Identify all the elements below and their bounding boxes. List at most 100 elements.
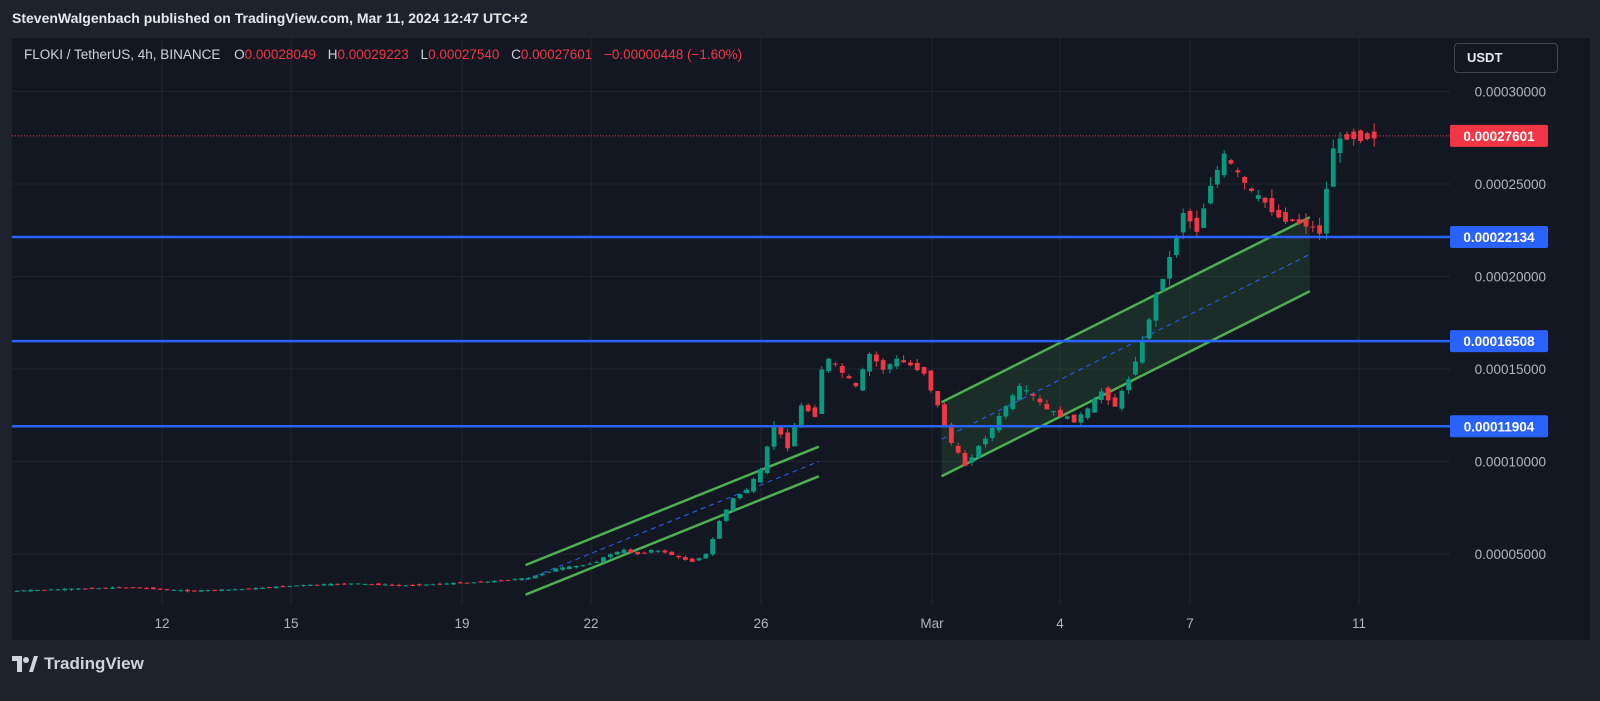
price-tick-label: 0.00030000 — [1475, 85, 1546, 100]
candle-body — [1085, 408, 1091, 418]
candle-body — [853, 382, 859, 387]
candle-body — [1146, 319, 1152, 339]
candle-body — [587, 563, 593, 565]
candle-body — [737, 494, 743, 499]
candle-body — [1010, 395, 1016, 409]
candle-body — [35, 589, 40, 591]
candle-body — [751, 478, 756, 492]
candle-body — [1221, 153, 1227, 176]
candle-body — [928, 370, 934, 391]
tradingview-logo-icon — [12, 656, 38, 672]
candle-body — [894, 358, 900, 367]
candle-body — [1344, 134, 1350, 140]
candle-body — [1037, 398, 1043, 403]
candle-body — [505, 579, 511, 581]
channel-median-line — [941, 253, 1311, 440]
candle-body — [778, 426, 784, 435]
candlestick-series — [14, 123, 1377, 593]
candle-body — [232, 589, 238, 591]
candle-body — [1228, 160, 1234, 164]
candle-body — [396, 585, 402, 587]
candle-body — [662, 550, 668, 553]
candle-body — [757, 469, 763, 483]
candle-body — [219, 589, 224, 591]
chart-frame[interactable] — [12, 38, 1590, 640]
candle-body — [696, 558, 702, 561]
candle-body — [239, 589, 245, 591]
candle-body — [1249, 188, 1254, 192]
candle-body — [1078, 414, 1084, 423]
candle-body — [996, 416, 1002, 431]
candle-body — [21, 590, 27, 592]
candle-body — [710, 538, 716, 555]
time-tick-label: 22 — [583, 616, 598, 631]
candle-body — [614, 551, 620, 555]
candle-body — [948, 424, 954, 443]
candle-body — [226, 589, 231, 591]
candle-body — [246, 588, 252, 590]
channel-lower-line — [525, 475, 820, 596]
candle-body — [1071, 414, 1077, 423]
candle-body — [519, 578, 525, 581]
candle-body — [642, 552, 647, 554]
candle-body — [1296, 219, 1302, 224]
candle-body — [1269, 197, 1275, 213]
tradingview-logo[interactable]: TradingView — [12, 654, 144, 674]
time-tick-label: 26 — [753, 616, 768, 631]
candle-body — [1276, 209, 1282, 218]
candle-body — [151, 587, 156, 590]
close-label: C — [511, 47, 521, 62]
candle-body — [171, 589, 177, 591]
candle-body — [969, 457, 975, 463]
candle-body — [962, 452, 968, 466]
candle-body — [730, 498, 736, 511]
channel-upper-line — [940, 216, 1311, 404]
candle-body — [103, 587, 109, 589]
candle-body — [185, 589, 190, 592]
candle-body — [130, 587, 136, 589]
candle-body — [880, 360, 886, 370]
candle-body — [703, 553, 709, 559]
candle-body — [389, 584, 395, 586]
candle-body — [526, 577, 531, 580]
candle-body — [955, 445, 961, 453]
candle-body — [178, 590, 184, 592]
candle-body — [28, 589, 34, 592]
candle-body — [1255, 195, 1261, 199]
candle-body — [798, 405, 804, 428]
candle-body — [1201, 208, 1207, 228]
candle-body — [1058, 409, 1063, 417]
candle-body — [771, 425, 777, 447]
symbol-name[interactable]: FLOKI / TetherUS, 4h, BINANCE — [24, 47, 221, 62]
footer-brand: TradingView — [44, 654, 144, 673]
candle-body — [601, 557, 606, 563]
candle-body — [573, 565, 579, 568]
candle-body — [96, 588, 102, 590]
candle-body — [314, 584, 320, 586]
channel-drawings — [525, 216, 1311, 596]
candle-body — [1017, 385, 1022, 400]
candle-body — [723, 509, 729, 521]
candle-body — [89, 587, 95, 589]
candle-body — [539, 573, 545, 576]
level-price-label: 0.00011904 — [1464, 419, 1535, 434]
change-value: −0.00000448 (−1.60%) — [604, 47, 743, 62]
currency-button[interactable]: USDT — [1454, 43, 1558, 73]
candle-body — [301, 584, 306, 586]
candle-body — [532, 575, 538, 579]
candle-body — [498, 580, 504, 582]
candle-body — [191, 590, 197, 592]
candle-body — [792, 426, 797, 447]
candle-body — [1174, 236, 1179, 255]
candle-body — [116, 587, 122, 589]
candle-body — [348, 583, 354, 585]
candle-body — [69, 588, 74, 590]
horizontal-levels: 0.00027601 0.00022134 0.00016508 0.00011904 — [12, 124, 1548, 438]
candle-body — [437, 583, 443, 585]
candle-body — [430, 584, 436, 586]
candle-body — [157, 588, 163, 590]
candle-body — [369, 584, 375, 586]
open-value: 0.00028049 — [244, 47, 316, 62]
candle-body — [492, 580, 497, 583]
